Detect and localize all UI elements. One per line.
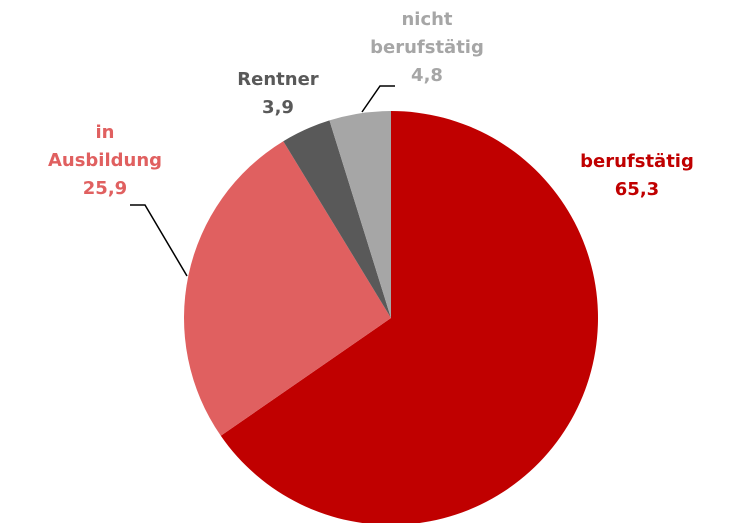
leader-line	[130, 204, 188, 277]
value-label: 65,3	[615, 179, 659, 200]
category-label: in Ausbildung	[48, 122, 162, 171]
category-label-line: Rentner	[237, 69, 319, 90]
category-label: berufstätig	[580, 151, 694, 172]
category-label-line: Ausbildung	[48, 150, 162, 171]
pie-slice	[220, 111, 598, 523]
leader-line	[361, 85, 395, 113]
value-label: 25,9	[83, 178, 127, 199]
pie-slice	[283, 120, 391, 319]
category-label-line: berufstätig	[370, 37, 484, 58]
pie-slice	[184, 141, 391, 436]
pie-slice	[329, 111, 391, 318]
category-label: Rentner	[237, 69, 319, 90]
value-label: 3,9	[262, 97, 294, 118]
category-label-line: in	[96, 122, 115, 143]
category-label-line: berufstätig	[580, 151, 694, 172]
category-label: nicht berufstätig	[370, 9, 484, 58]
value-label: 4,8	[411, 65, 443, 86]
category-label-line: nicht	[401, 9, 452, 30]
